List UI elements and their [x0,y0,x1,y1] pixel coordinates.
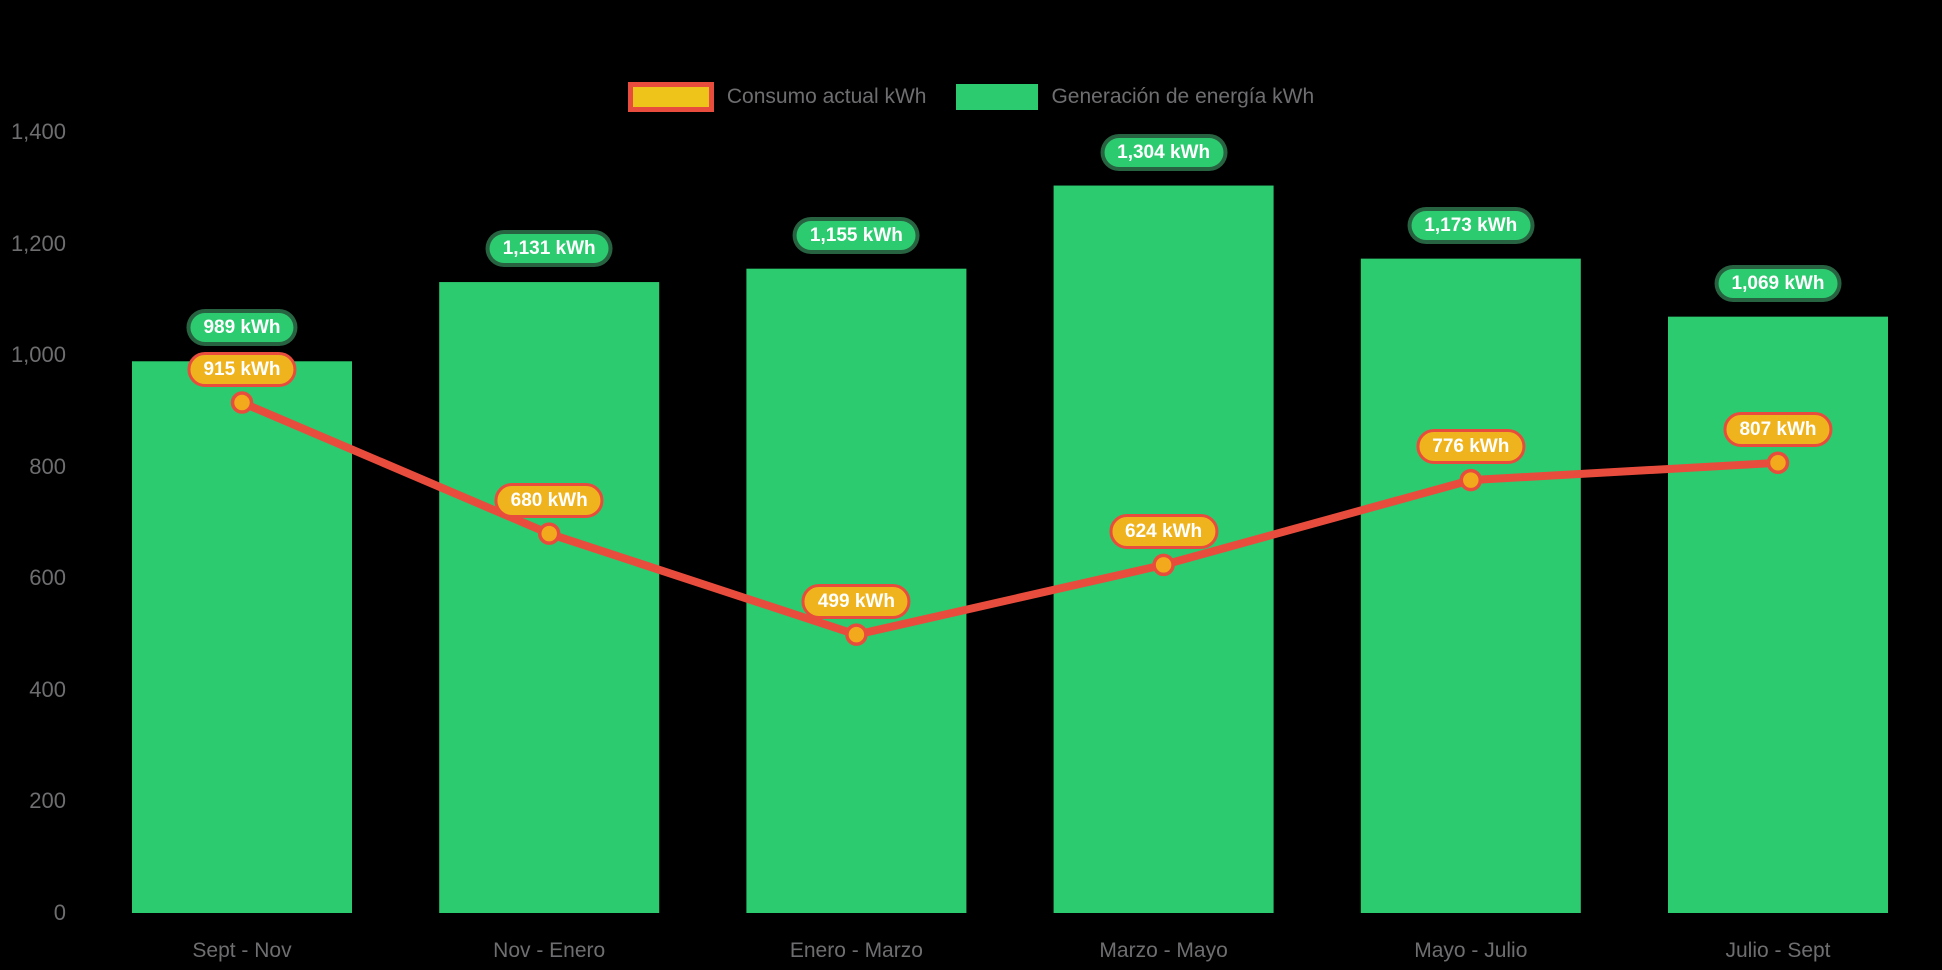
legend-swatch-consumo-icon [627,82,714,112]
consumo-point [845,623,868,646]
generacion-bar [1668,316,1888,913]
consumo-point [1459,468,1483,492]
generacion-bar [1360,258,1581,914]
generacion-bar [1053,185,1274,913]
chart-legend: Consumo actual kWh Generación de energía… [0,82,1942,112]
generacion-bar [132,361,352,913]
consumo-point [537,522,561,545]
generacion-bar [746,268,967,913]
consumo-point [1152,553,1175,577]
generacion-bar [439,282,660,913]
consumo-point [230,391,254,414]
legend-label-generacion: Generación de energía kWh [1051,85,1315,108]
legend-item-consumo[interactable]: Consumo actual kWh [627,82,927,112]
legend-label-consumo: Consumo actual kWh [726,85,927,108]
legend-swatch-generacion-icon [956,84,1039,110]
legend-item-generacion[interactable]: Generación de energía kWh [956,84,1314,110]
consumo-point [1766,451,1790,475]
